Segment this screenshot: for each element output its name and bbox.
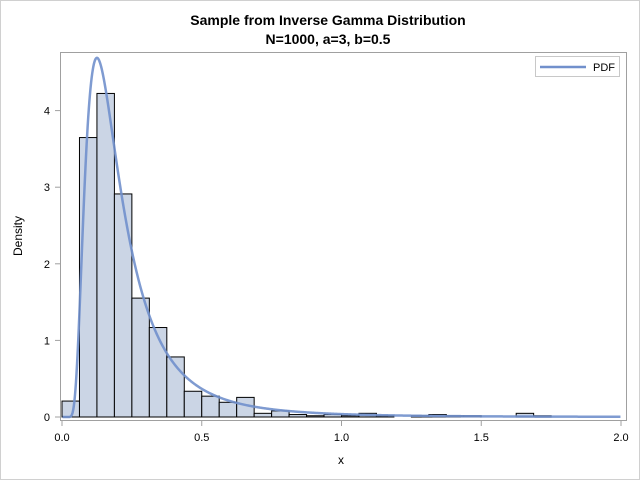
y-tick-label: 3 [44, 182, 50, 194]
legend-label-pdf: PDF [593, 62, 615, 74]
y-tick-label: 1 [44, 335, 50, 347]
chart-subtitle: N=1000, a=3, b=0.5 [266, 31, 391, 47]
chart-title: Sample from Inverse Gamma Distribution [190, 12, 465, 28]
y-tick-label: 2 [44, 259, 50, 271]
pdf-curve [62, 56, 621, 419]
y-tick-label: 0 [44, 412, 50, 424]
x-tick-label: 0.0 [54, 432, 69, 444]
x-tick-label: 2.0 [613, 432, 628, 444]
legend: PDF [535, 56, 620, 77]
x-tick-label: 1.5 [474, 432, 489, 444]
plot-frame [60, 52, 627, 421]
histogram-bar [131, 297, 150, 418]
histogram-bar [148, 327, 168, 418]
histogram-bar [253, 412, 273, 418]
histogram-bar [96, 92, 115, 418]
histogram-bar [183, 390, 203, 418]
histogram-bar [201, 395, 220, 418]
y-tick-label: 4 [44, 106, 50, 118]
x-tick-label: 1.0 [334, 432, 349, 444]
histogram-bar [306, 415, 325, 418]
x-axis-label: x [338, 453, 344, 467]
histogram-bar [113, 193, 133, 418]
histogram-bar [288, 414, 308, 418]
histogram-bar [218, 401, 238, 418]
x-tick-label: 0.5 [194, 432, 209, 444]
axes-group: 0.0 0.5 1.0 1.5 2.0 0 1 2 3 4 [44, 106, 629, 444]
y-axis-label: Density [11, 216, 25, 256]
histogram-bar [341, 415, 360, 418]
